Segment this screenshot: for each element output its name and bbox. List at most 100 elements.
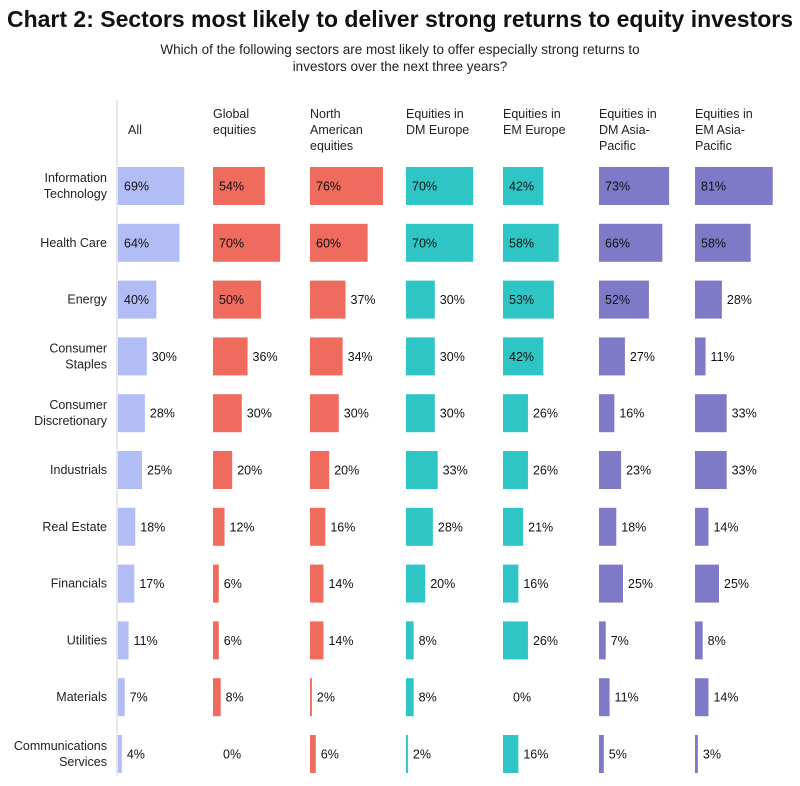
data-label: 76% xyxy=(316,180,341,194)
data-label: 0% xyxy=(223,748,241,762)
series-header: All xyxy=(128,123,142,137)
category-label: Industrials xyxy=(50,463,107,477)
data-label: 8% xyxy=(708,634,726,648)
bar xyxy=(695,394,727,433)
data-label: 33% xyxy=(732,407,757,421)
data-label: 70% xyxy=(412,180,437,194)
bar xyxy=(118,451,142,489)
data-label: 7% xyxy=(130,691,148,705)
bar xyxy=(310,167,383,205)
data-label: 20% xyxy=(430,577,455,591)
bar xyxy=(599,678,610,717)
bar xyxy=(406,280,435,319)
bar xyxy=(118,337,147,376)
bar xyxy=(503,337,544,376)
bar xyxy=(599,735,604,773)
data-label: 34% xyxy=(348,350,373,364)
data-label: 7% xyxy=(611,634,629,648)
series-header: Equities in EM Asia-Pacific xyxy=(695,107,753,153)
data-label: 26% xyxy=(533,634,558,648)
bar xyxy=(695,564,719,603)
bar xyxy=(118,507,136,546)
bar xyxy=(695,451,727,489)
data-label: 33% xyxy=(732,464,757,478)
bar xyxy=(406,735,408,773)
data-label: 81% xyxy=(701,180,726,194)
bar xyxy=(118,223,180,262)
category-label: Materials xyxy=(56,690,107,704)
data-label: 18% xyxy=(621,520,646,534)
category-label: Utilities xyxy=(67,633,107,647)
bar xyxy=(503,280,554,319)
bar xyxy=(695,735,698,773)
data-label: 58% xyxy=(701,236,726,250)
data-label: 40% xyxy=(124,293,149,307)
category-label: Consumer Discretionary xyxy=(34,398,108,428)
data-label: 16% xyxy=(523,748,548,762)
data-label: 18% xyxy=(140,520,165,534)
data-label: 16% xyxy=(330,520,355,534)
bar xyxy=(503,394,528,433)
data-label: 58% xyxy=(509,236,534,250)
bar xyxy=(310,507,326,546)
bar xyxy=(310,394,339,433)
data-label: 70% xyxy=(412,236,437,250)
bar xyxy=(599,280,649,319)
bar xyxy=(503,167,544,205)
bar xyxy=(599,451,622,489)
bar xyxy=(213,621,219,660)
bar xyxy=(213,507,225,546)
data-label: 0% xyxy=(513,691,531,705)
bar xyxy=(118,280,157,319)
bar xyxy=(599,337,625,376)
bar xyxy=(310,280,346,319)
data-label: 52% xyxy=(605,293,630,307)
bar xyxy=(213,451,233,489)
series-header: Global equities xyxy=(213,107,256,137)
data-label: 28% xyxy=(727,293,752,307)
bar xyxy=(118,394,145,433)
bar xyxy=(406,451,438,489)
bar xyxy=(503,621,528,660)
bar xyxy=(599,394,615,433)
bar xyxy=(310,223,368,262)
bar xyxy=(406,223,474,262)
data-label: 2% xyxy=(413,748,431,762)
data-label: 6% xyxy=(224,577,242,591)
data-label: 42% xyxy=(509,180,534,194)
bar xyxy=(310,451,330,489)
data-label: 14% xyxy=(328,634,353,648)
data-label: 16% xyxy=(523,577,548,591)
data-label: 27% xyxy=(630,350,655,364)
bar xyxy=(406,564,426,603)
bar xyxy=(310,621,324,660)
data-label: 25% xyxy=(628,577,653,591)
bar xyxy=(118,564,135,603)
data-label: 14% xyxy=(713,520,738,534)
data-label: 12% xyxy=(230,520,255,534)
data-label: 26% xyxy=(533,407,558,421)
data-label: 30% xyxy=(440,407,465,421)
data-label: 21% xyxy=(528,520,553,534)
series-header: North American equities xyxy=(310,107,363,153)
data-label: 33% xyxy=(443,464,468,478)
data-label: 11% xyxy=(711,350,735,364)
data-label: 8% xyxy=(419,634,437,648)
bar xyxy=(406,394,435,433)
bar xyxy=(406,621,414,660)
data-label: 20% xyxy=(237,464,262,478)
data-label: 30% xyxy=(152,350,177,364)
data-label: 73% xyxy=(605,180,630,194)
data-label: 28% xyxy=(438,520,463,534)
bar xyxy=(118,735,122,773)
data-label: 6% xyxy=(321,748,339,762)
data-label: 14% xyxy=(713,691,738,705)
bar xyxy=(310,337,343,376)
bar xyxy=(213,337,248,376)
data-label: 37% xyxy=(351,293,376,307)
bar xyxy=(406,507,433,546)
bar xyxy=(213,280,261,319)
bar xyxy=(310,735,316,773)
data-label: 30% xyxy=(440,350,465,364)
